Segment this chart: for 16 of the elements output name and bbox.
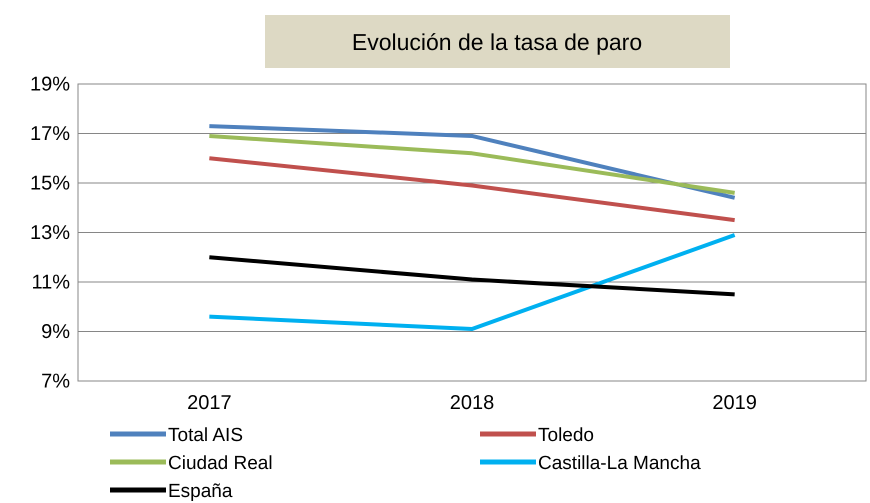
y-tick-label: 7% [41, 370, 70, 392]
chart-title: Evolución de la tasa de paro [352, 29, 642, 55]
x-tick-label: 2019 [712, 392, 757, 414]
legend-label: Castilla-La Mancha [538, 453, 702, 474]
y-tick-label: 17% [30, 122, 70, 145]
legend-label: Toledo [538, 425, 594, 446]
y-tick-label: 9% [41, 320, 70, 343]
y-tick-label: 15% [30, 172, 70, 194]
y-tick-label: 11% [31, 271, 70, 294]
legend-label: España [168, 481, 233, 502]
y-tick-label: 13% [30, 222, 70, 244]
x-tick-label: 2017 [187, 392, 232, 414]
legend-label: Total AIS [168, 425, 243, 446]
y-tick-label: 19% [30, 73, 70, 96]
x-tick-label: 2018 [450, 392, 494, 414]
legend-label: Ciudad Real [168, 453, 273, 474]
